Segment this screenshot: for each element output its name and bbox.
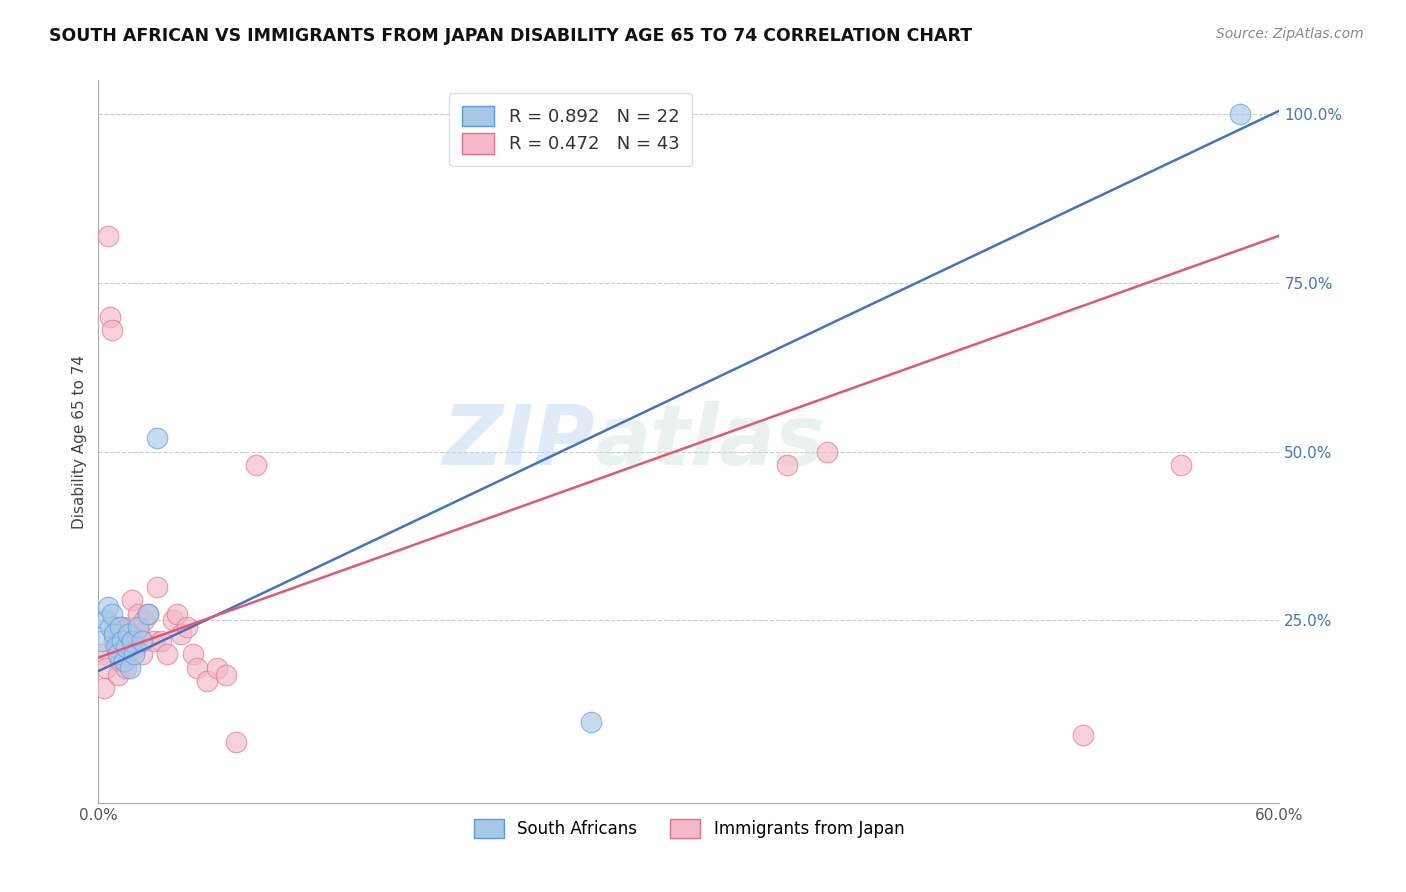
Point: [97, 228, 120, 243]
Point: [107, 667, 129, 681]
Point: [131, 633, 153, 648]
Point: [1229, 107, 1251, 121]
Point: [91, 647, 114, 661]
Point: [105, 620, 128, 634]
Point: [579, 714, 602, 729]
Point: [112, 633, 135, 648]
Point: [117, 627, 139, 641]
Point: [115, 640, 138, 655]
Point: [150, 633, 173, 648]
Point: [186, 661, 208, 675]
Point: [103, 633, 125, 648]
Point: [195, 674, 218, 689]
Point: [121, 633, 143, 648]
Point: [107, 647, 129, 661]
Point: [105, 640, 128, 655]
Point: [96, 661, 118, 675]
Point: [1170, 458, 1192, 472]
Point: [131, 647, 153, 661]
Point: [142, 633, 165, 648]
Point: [96, 614, 118, 628]
Text: ZIP: ZIP: [441, 401, 595, 482]
Point: [101, 323, 124, 337]
Point: [815, 444, 838, 458]
Point: [1071, 728, 1094, 742]
Text: SOUTH AFRICAN VS IMMIGRANTS FROM JAPAN DISABILITY AGE 65 TO 74 CORRELATION CHART: SOUTH AFRICAN VS IMMIGRANTS FROM JAPAN D…: [49, 27, 973, 45]
Point: [181, 647, 204, 661]
Point: [245, 458, 267, 472]
Point: [91, 633, 114, 648]
Text: Source: ZipAtlas.com: Source: ZipAtlas.com: [1216, 27, 1364, 41]
Point: [115, 661, 138, 675]
Point: [101, 607, 124, 621]
Point: [118, 620, 141, 634]
Point: [125, 640, 148, 655]
Text: atlas: atlas: [595, 401, 825, 482]
Point: [122, 647, 145, 661]
Point: [146, 431, 169, 445]
Point: [98, 310, 121, 324]
Point: [136, 607, 159, 621]
Point: [136, 607, 159, 621]
Point: [93, 681, 115, 695]
Point: [128, 627, 150, 641]
Point: [170, 627, 193, 641]
Point: [162, 614, 184, 628]
Point: [127, 607, 149, 621]
Point: [108, 620, 131, 634]
Point: [156, 647, 179, 661]
Point: [111, 633, 134, 648]
Point: [121, 593, 143, 607]
Point: [132, 614, 155, 628]
Point: [98, 620, 121, 634]
Point: [107, 640, 129, 655]
Point: [108, 654, 131, 668]
Point: [122, 633, 145, 648]
Point: [205, 661, 228, 675]
Y-axis label: Disability Age 65 to 74: Disability Age 65 to 74: [72, 354, 87, 529]
Point: [103, 627, 125, 641]
Point: [225, 735, 247, 749]
Point: [112, 654, 135, 668]
Point: [776, 458, 799, 472]
Legend: South Africans, Immigrants from Japan: South Africans, Immigrants from Japan: [467, 813, 911, 845]
Point: [127, 620, 149, 634]
Point: [118, 661, 141, 675]
Point: [117, 647, 139, 661]
Point: [166, 607, 188, 621]
Point: [146, 580, 169, 594]
Point: [215, 667, 238, 681]
Point: [111, 620, 134, 634]
Point: [176, 620, 198, 634]
Point: [97, 599, 120, 614]
